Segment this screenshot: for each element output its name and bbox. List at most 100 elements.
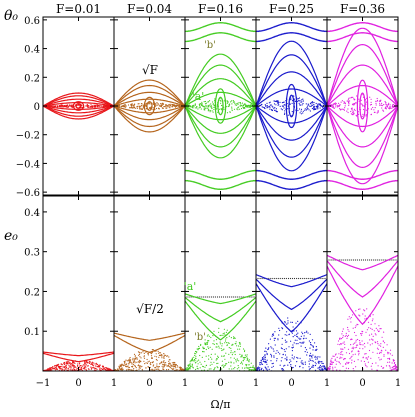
- orbit-curve: [43, 105, 114, 117]
- chaos-point: [150, 362, 152, 364]
- chaos-point: [153, 102, 155, 104]
- chaos-point: [285, 108, 287, 110]
- chaos-point: [220, 102, 222, 104]
- chaos-point: [69, 365, 71, 367]
- chaos-point: [125, 106, 127, 108]
- separatrix-line: [304, 277, 306, 280]
- chaos-point: [370, 113, 372, 115]
- circulating-orbit: [209, 23, 211, 26]
- chaos-point: [97, 365, 100, 367]
- chaos-point: [77, 365, 79, 367]
- circulating-orbit: [225, 22, 228, 25]
- circulating-orbit: [333, 39, 335, 42]
- chaos-point: [312, 366, 314, 368]
- chaos-point: [71, 368, 73, 370]
- chaos-point: [356, 115, 358, 117]
- chaos-point: [65, 362, 67, 364]
- chaos-point: [260, 104, 263, 106]
- chaos-point: [83, 105, 85, 107]
- circulating-orbit: [246, 29, 249, 32]
- chaos-point: [358, 314, 360, 316]
- circulating-orbit: [186, 30, 189, 33]
- circulating-orbit: [220, 188, 223, 190]
- chaos-point: [217, 367, 219, 369]
- chaos-point: [341, 108, 343, 110]
- chaos-point: [276, 102, 279, 104]
- chaos-point: [371, 320, 373, 322]
- chaos-point: [173, 105, 175, 107]
- chaos-point: [72, 366, 74, 368]
- chaos-point: [393, 362, 395, 364]
- circulating-orbit: [271, 26, 274, 29]
- circulating-orbit: [360, 178, 363, 180]
- chaos-point: [220, 334, 222, 336]
- circulating-orbit: [378, 174, 380, 177]
- chaos-point: [371, 362, 373, 365]
- chaos-point: [219, 341, 221, 343]
- circulating-orbit: [257, 30, 260, 33]
- circulating-orbit: [353, 23, 356, 25]
- circulating-orbit: [263, 181, 266, 183]
- chaos-point: [55, 367, 58, 369]
- circulating-orbit: [330, 30, 333, 32]
- chaos-point: [133, 368, 135, 370]
- chaos-point: [349, 100, 351, 102]
- circulating-orbit: [206, 24, 209, 27]
- circulating-orbit: [391, 40, 393, 42]
- chaos-point: [319, 103, 322, 105]
- chaos-point: [186, 367, 188, 369]
- circulating-orbit: [245, 29, 248, 31]
- circulating-orbit: [288, 178, 290, 180]
- chaos-point: [373, 111, 375, 113]
- chaos-point: [272, 362, 274, 364]
- chaos-point: [252, 369, 254, 371]
- chaos-point: [334, 358, 336, 360]
- chaos-point: [156, 365, 158, 367]
- chaos-point: [46, 369, 49, 371]
- chaos-point: [140, 352, 143, 354]
- chaos-point: [161, 365, 163, 367]
- separatrix-line: [322, 277, 324, 280]
- separatrix-line: [298, 277, 300, 280]
- chaos-point: [162, 367, 164, 369]
- chaos-point: [245, 367, 247, 369]
- chaos-point: [194, 104, 196, 106]
- chaos-point: [351, 97, 353, 99]
- chaos-point: [155, 368, 157, 370]
- chaos-point: [211, 358, 213, 360]
- chaos-point: [335, 106, 337, 108]
- chaos-point: [121, 106, 123, 108]
- chaos-point: [76, 368, 78, 370]
- chaos-point: [341, 330, 344, 332]
- chaos-point: [87, 365, 89, 367]
- orbit-curve: [256, 278, 327, 311]
- chaos-point: [189, 362, 191, 364]
- chaos-point: [162, 363, 164, 366]
- separatrix-line: [358, 259, 361, 261]
- chaos-point: [382, 109, 384, 111]
- chaos-point: [309, 105, 311, 107]
- chaos-point: [298, 102, 300, 104]
- chaos-point: [205, 104, 207, 106]
- chaos-point: [99, 367, 101, 369]
- chaos-point: [219, 334, 221, 337]
- chaos-point: [388, 365, 390, 367]
- chaos-point: [293, 105, 295, 107]
- island-curve: [75, 103, 82, 109]
- chaos-point: [211, 348, 213, 350]
- chaos-point: [68, 361, 70, 363]
- chaos-point: [344, 101, 346, 104]
- chaos-point: [60, 104, 62, 106]
- chaos-point: [296, 339, 298, 341]
- chaos-point: [239, 343, 242, 345]
- orbit-curve: [185, 105, 256, 148]
- chaos-point: [88, 361, 91, 363]
- chaos-point: [73, 368, 75, 370]
- circulating-orbit: [283, 187, 286, 190]
- chaos-point: [370, 323, 372, 325]
- chaos-point: [94, 363, 96, 365]
- circulating-orbit: [228, 33, 230, 35]
- chaos-point: [292, 346, 294, 348]
- separatrix-line: [362, 259, 365, 261]
- chaos-point: [234, 102, 236, 104]
